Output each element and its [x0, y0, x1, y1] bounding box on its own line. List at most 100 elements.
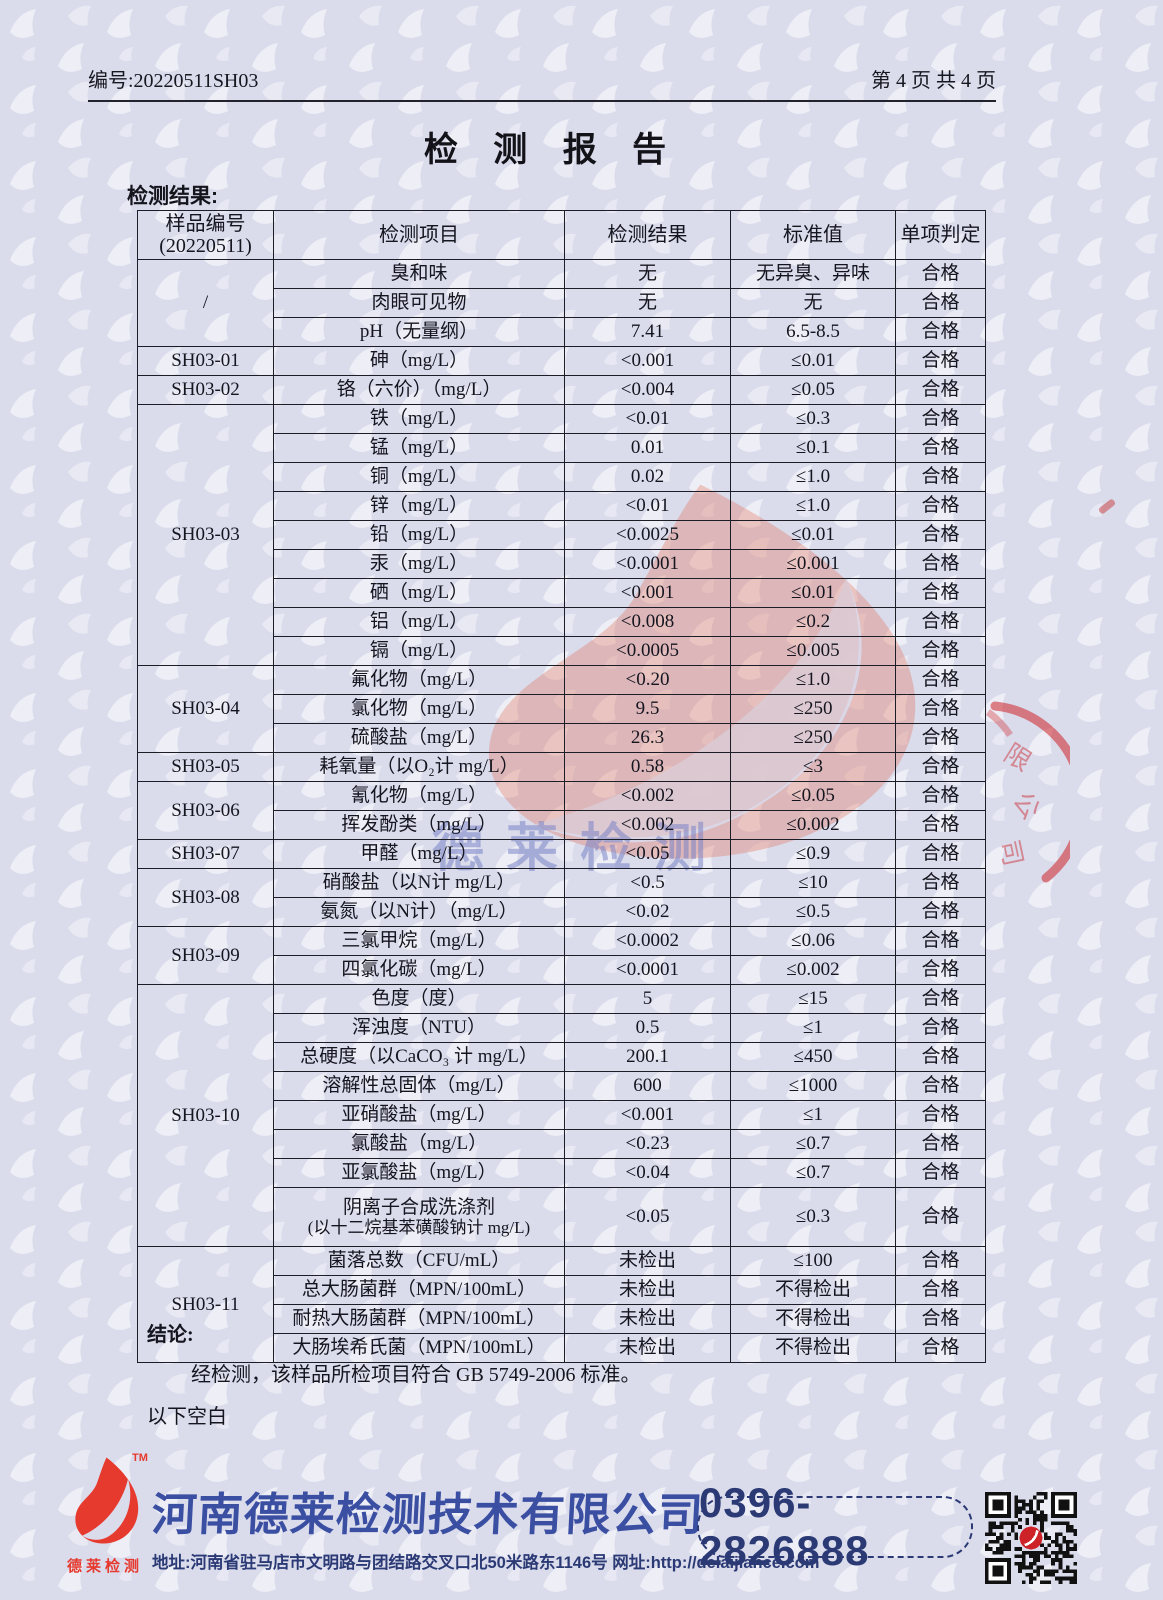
- table-row: 大肠埃希氏菌（MPN/100mL） 未检出 不得检出 合格: [138, 1333, 986, 1363]
- document-header: 编号:20220511SH03 第 4 页 共 4 页: [88, 64, 996, 102]
- verdict-cell: 合格: [895, 665, 986, 695]
- result-cell: 未检出: [564, 1275, 731, 1305]
- standard-cell: ≤15: [730, 984, 896, 1014]
- item-cell: 大肠埃希氏菌（MPN/100mL）: [273, 1333, 565, 1363]
- verdict-cell: 合格: [895, 346, 986, 376]
- result-cell: 0.5: [564, 1013, 731, 1043]
- verdict-cell: 合格: [895, 520, 986, 550]
- standard-cell: ≤450: [730, 1042, 896, 1072]
- item-cell: 溶解性总固体（mg/L）: [273, 1071, 565, 1101]
- company-name: 河南德莱检测技术有限公司: [150, 1490, 706, 1540]
- result-cell: <0.0025: [564, 520, 731, 550]
- verdict-cell: 合格: [895, 1333, 986, 1363]
- result-cell: 未检出: [564, 1333, 731, 1363]
- item-cell: pH（无量纲）: [273, 317, 565, 347]
- verdict-cell: 合格: [895, 839, 986, 869]
- result-cell: 5: [564, 984, 731, 1014]
- item-cell: 亚氯酸盐（mg/L）: [273, 1158, 565, 1188]
- standard-cell: ≤0.06: [730, 926, 896, 956]
- company-address: 地址:河南省驻马店市文明路与团结路交叉口北50米路东1146号 网址:http:…: [152, 1554, 820, 1572]
- result-cell: <0.04: [564, 1158, 731, 1188]
- item-cell: 甲醛（mg/L）: [273, 839, 565, 869]
- standard-cell: ≤0.01: [730, 346, 896, 376]
- sample-id-cell: SH03-10: [137, 984, 274, 1247]
- item-cell: 铜（mg/L）: [273, 462, 565, 492]
- item-cell: 臭和味: [273, 259, 565, 289]
- item-cell: 镉（mg/L）: [273, 636, 565, 666]
- verdict-cell: 合格: [895, 1304, 986, 1334]
- table-row: / 臭和味无无异臭、异味 合格: [137, 259, 986, 347]
- standard-cell: ≤0.005: [730, 636, 896, 666]
- item-cell: 浑浊度（NTU）: [273, 1013, 565, 1043]
- table-row: SH03-06 氰化物（mg/L） <0.002 ≤0.05 合格: [137, 781, 986, 840]
- header-standard: 标准值: [730, 210, 896, 260]
- item-cell: 氯酸盐（mg/L）: [273, 1129, 565, 1159]
- results-table-body: / 臭和味无无异臭、异味 合格 肉眼可见物无无合格 pH（无量纲） 7.41 6.5-8.5…: [137, 259, 986, 1363]
- results-section-heading: 检测结果:: [127, 185, 218, 208]
- standard-cell: ≤0.7: [730, 1158, 896, 1188]
- standard-cell: ≤0.9: [730, 839, 896, 869]
- table-row: SH03-11 菌落总数（CFU/mL） 未检出 ≤100 合格: [137, 1246, 986, 1363]
- verdict-cell: 合格: [895, 491, 986, 521]
- result-cell: <0.001: [564, 1100, 731, 1130]
- standard-cell: ≤0.05: [730, 781, 896, 811]
- verdict-cell: 合格: [895, 926, 986, 956]
- phone-box: 0396-2826888: [697, 1479, 973, 1574]
- result-cell: 无: [564, 288, 731, 318]
- standard-cell: ≤1.0: [730, 491, 896, 521]
- standard-cell: ≤1: [730, 1100, 896, 1130]
- verdict-cell: 合格: [895, 636, 986, 666]
- standard-cell: ≤0.002: [730, 955, 896, 985]
- table-row: 肉眼可见物无无合格: [138, 288, 986, 318]
- verdict-cell: 合格: [895, 781, 986, 811]
- item-cell: 氰化物（mg/L）: [273, 781, 565, 811]
- result-cell: 未检出: [564, 1246, 731, 1276]
- standard-cell: ≤3: [730, 752, 896, 782]
- result-cell: 0.58: [564, 752, 731, 782]
- verdict-cell: 合格: [895, 259, 986, 289]
- result-cell: <0.004: [564, 375, 731, 405]
- result-cell: <0.0002: [564, 926, 731, 956]
- standard-cell: ≤0.7: [730, 1129, 896, 1159]
- result-cell: <0.02: [564, 897, 731, 927]
- standard-cell: ≤1.0: [730, 665, 896, 695]
- item-cell: 耐热大肠菌群（MPN/100mL）: [273, 1304, 565, 1334]
- table-row: SH03-03 铁（mg/L） <0.01 ≤0.3 合格: [137, 404, 986, 666]
- table-row: 浑浊度（NTU） 0.5 ≤1 合格: [138, 1013, 986, 1043]
- table-row: 铜（mg/L） 0.02 ≤1.0 合格: [138, 462, 986, 492]
- company-block: 河南德莱检测技术有限公司 地址:河南省驻马店市文明路与团结路交叉口北50米路东1…: [150, 1478, 820, 1573]
- table-row: SH03-04 氟化物（mg/L） <0.20 ≤1.0 合格: [137, 665, 986, 753]
- result-cell: <0.20: [564, 665, 731, 695]
- result-cell: <0.008: [564, 607, 731, 637]
- standard-cell: ≤1: [730, 1013, 896, 1043]
- sample-id-cell: SH03-04: [137, 665, 274, 753]
- result-cell: <0.0001: [564, 955, 731, 985]
- result-cell: <0.001: [564, 578, 731, 608]
- qr-code: [985, 1492, 1077, 1584]
- result-cell: <0.001: [564, 346, 731, 376]
- standard-cell: ≤1.0: [730, 462, 896, 492]
- conclusion-block: 结论: 经检测，该样品所检项目符合 GB 5749-2006 标准。 以下空白: [147, 1318, 640, 1429]
- doc-number: 编号:20220511SH03: [88, 70, 259, 92]
- result-cell: <0.01: [564, 491, 731, 521]
- verdict-cell: 合格: [895, 723, 986, 753]
- item-cell: 亚硝酸盐（mg/L）: [273, 1100, 565, 1130]
- item-cell: 色度（度）: [273, 984, 565, 1014]
- standard-cell: ≤250: [730, 723, 896, 753]
- verdict-cell: 合格: [895, 288, 986, 318]
- phone-number: 0396-2826888: [699, 1479, 870, 1574]
- table-header-row: 样品编号 (20220511) 检测项目 检测结果 标准值 单项判定: [137, 210, 986, 260]
- table-row: 溶解性总固体（mg/L） 600 ≤1000 合格: [138, 1071, 986, 1101]
- table-row: 总硬度（以CaCO₃ 计 mg/L） 200.1 ≤450 合格: [138, 1042, 986, 1072]
- standard-cell: ≤10: [730, 868, 896, 898]
- result-cell: 0.01: [564, 433, 731, 463]
- logo-caption: 德莱检测: [66, 1558, 143, 1575]
- item-cell: 硒（mg/L）: [273, 578, 565, 608]
- standard-cell: ≤1000: [730, 1071, 896, 1101]
- sample-id-cell: SH03-06: [137, 781, 274, 840]
- verdict-cell: 合格: [895, 752, 986, 782]
- verdict-cell: 合格: [895, 955, 986, 985]
- sample-id-cell: SH03-03: [137, 404, 274, 666]
- table-row: pH（无量纲） 7.41 6.5-8.5 合格: [138, 317, 986, 347]
- verdict-cell: 合格: [895, 694, 986, 724]
